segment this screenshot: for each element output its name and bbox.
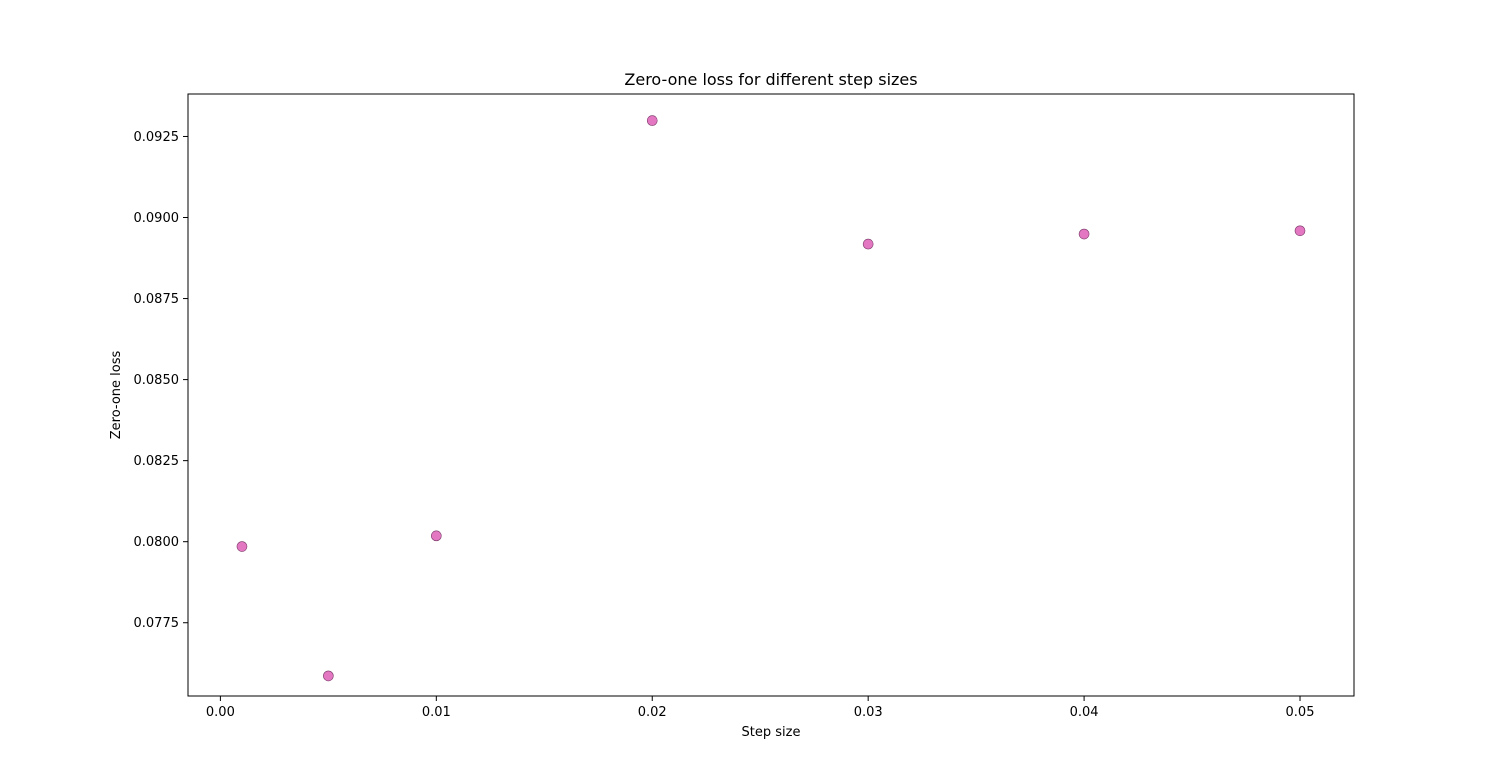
data-point [646,115,658,126]
x-tick-label: 0.00 [206,705,235,720]
y-tick-label: 0.0800 [134,535,180,550]
y-tick-label: 0.0925 [134,130,180,145]
data-point [862,238,874,250]
x-tick-label: 0.01 [422,705,451,720]
x-axis: 0.00 0.01 0.02 0.03 0.04 0.05 [206,696,1315,720]
y-tick-label: 0.0775 [134,616,180,631]
data-point [1078,228,1090,240]
y-axis: 0.0775 0.0800 0.0825 0.0850 0.0875 0.0900 0.09… [134,130,188,631]
chart-title: Zero-one loss for different step sizes [624,70,917,89]
y-axis-label: Zero-one loss [109,351,124,440]
y-tick-label: 0.0875 [134,292,180,307]
y-tick-label: 0.0850 [134,373,180,388]
plot-area [187,93,1355,697]
data-points [236,115,1306,682]
data-point [236,541,248,552]
x-axis-label: Step size [742,725,801,740]
data-point [323,670,334,682]
plot-frame [187,93,1355,697]
y-tick-label: 0.0900 [134,211,180,226]
x-tick-label: 0.03 [854,705,883,720]
y-tick-label: 0.0825 [134,454,180,469]
data-point [431,530,442,542]
x-tick-label: 0.05 [1286,705,1315,720]
x-tick-label: 0.02 [638,705,667,720]
x-tick-label: 0.04 [1070,705,1099,720]
data-point [1294,225,1306,237]
